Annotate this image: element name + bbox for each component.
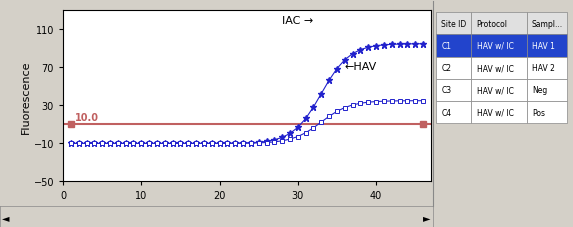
FancyBboxPatch shape [472,102,527,124]
Text: HAV 1: HAV 1 [532,42,555,51]
Text: HAV w/ IC: HAV w/ IC [477,42,513,51]
FancyBboxPatch shape [436,35,472,57]
X-axis label: Cycles: Cycles [229,206,265,216]
Text: C3: C3 [441,86,452,95]
Text: HAV 2: HAV 2 [532,64,555,73]
FancyBboxPatch shape [527,13,567,35]
FancyBboxPatch shape [472,35,527,57]
FancyBboxPatch shape [472,57,527,79]
Text: 10.0: 10.0 [74,112,99,122]
FancyBboxPatch shape [436,79,472,102]
Text: HAV w/ IC: HAV w/ IC [477,86,513,95]
Text: Sampl...: Sampl... [532,20,563,29]
FancyBboxPatch shape [436,13,472,35]
Text: IAC →: IAC → [282,16,313,26]
Text: Pos: Pos [532,108,545,117]
Text: HAV w/ IC: HAV w/ IC [477,108,513,117]
FancyBboxPatch shape [436,102,472,124]
FancyBboxPatch shape [527,35,567,57]
Y-axis label: Fluorescence: Fluorescence [21,60,31,133]
FancyBboxPatch shape [436,57,472,79]
Text: ◄: ◄ [2,212,10,222]
Text: ►: ► [423,212,430,222]
Text: Neg: Neg [532,86,547,95]
Text: ←HAV: ←HAV [345,62,377,72]
FancyBboxPatch shape [527,57,567,79]
FancyBboxPatch shape [472,13,527,35]
Text: C1: C1 [441,42,451,51]
Text: Protocol: Protocol [477,20,508,29]
Text: C2: C2 [441,64,451,73]
FancyBboxPatch shape [527,102,567,124]
FancyBboxPatch shape [472,79,527,102]
Text: Site ID: Site ID [441,20,466,29]
Text: C4: C4 [441,108,452,117]
Text: HAV w/ IC: HAV w/ IC [477,64,513,73]
FancyBboxPatch shape [527,79,567,102]
